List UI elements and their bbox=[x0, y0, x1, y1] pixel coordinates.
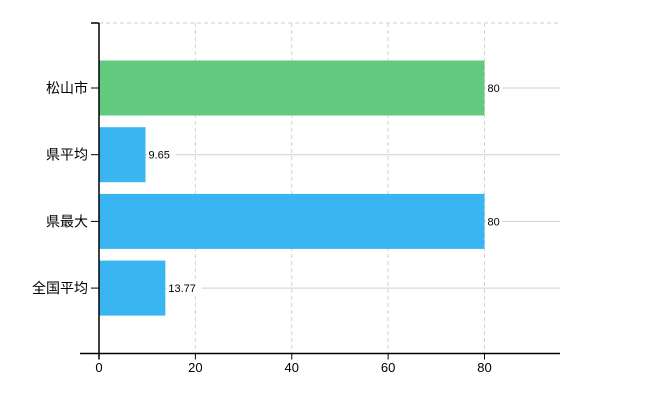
value-label: 80 bbox=[488, 216, 500, 228]
value-label: 80 bbox=[488, 83, 500, 95]
category-label: 松山市 bbox=[46, 80, 88, 96]
x-axis-tick-label: 20 bbox=[188, 360, 202, 375]
value-label-backing bbox=[147, 147, 176, 162]
value-label-backing bbox=[486, 214, 503, 229]
value-label-backing bbox=[166, 281, 202, 296]
bar bbox=[99, 60, 485, 116]
x-axis-tick-label: 40 bbox=[285, 360, 299, 375]
bar bbox=[99, 193, 485, 249]
category-label: 県平均 bbox=[46, 147, 88, 163]
x-axis-tick-label: 60 bbox=[381, 360, 395, 375]
value-label: 9.65 bbox=[149, 150, 170, 162]
value-label-backing bbox=[486, 81, 503, 95]
bar bbox=[99, 127, 146, 183]
bar bbox=[99, 260, 166, 316]
x-axis-tick-label: 80 bbox=[477, 360, 491, 375]
category-label: 県最大 bbox=[46, 213, 88, 229]
x-axis-tick-label: 0 bbox=[95, 360, 102, 375]
value-label: 13.77 bbox=[168, 283, 196, 295]
category-label: 全国平均 bbox=[32, 280, 88, 296]
